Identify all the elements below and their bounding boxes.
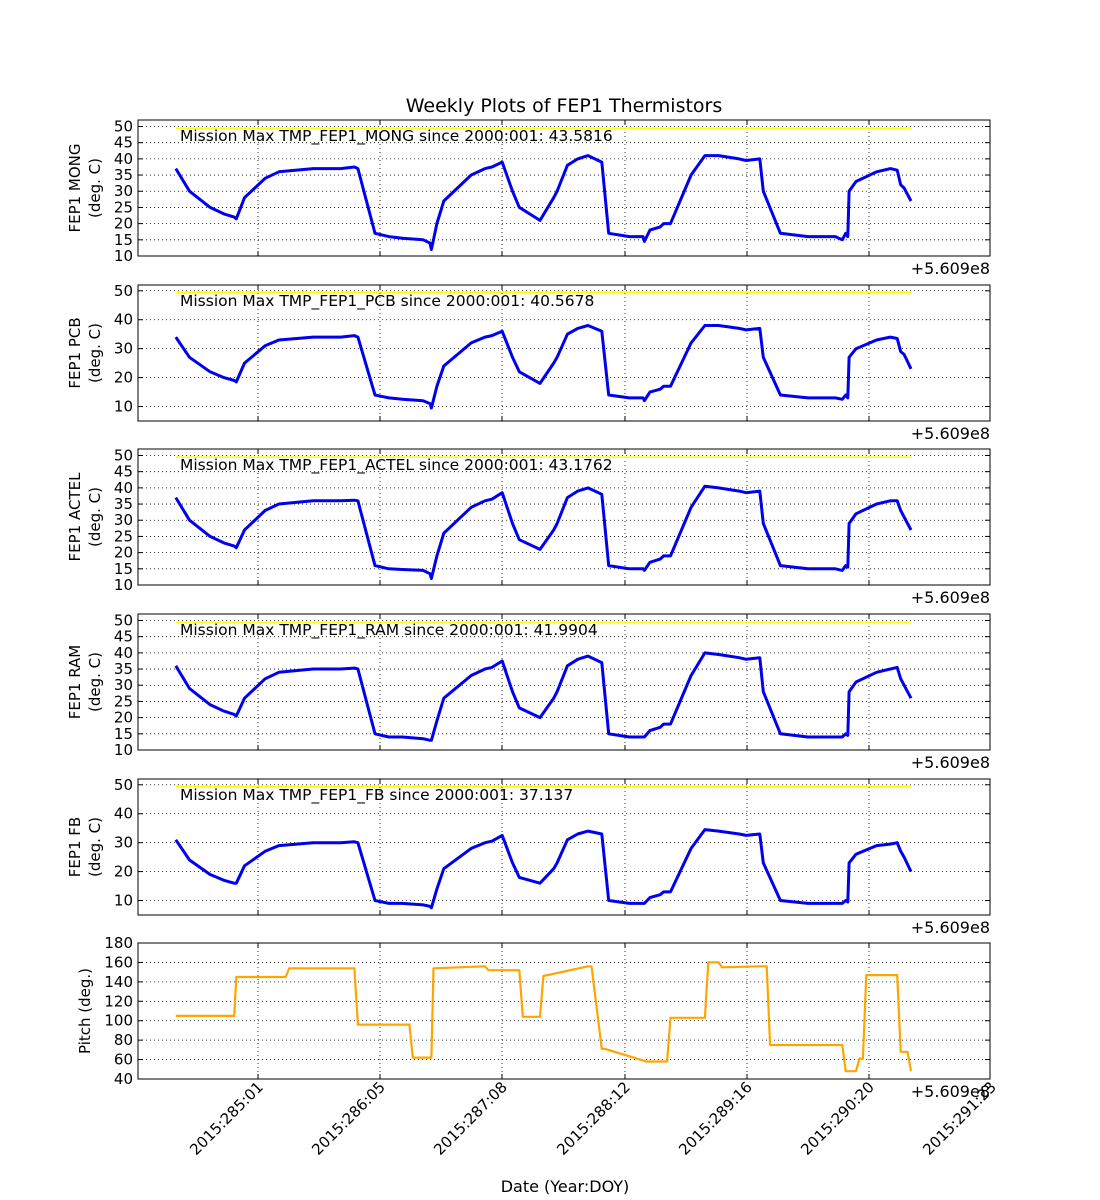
y-tick-label: 10 bbox=[114, 576, 133, 594]
y-tick-label: 140 bbox=[104, 973, 133, 991]
mission-max-annotation: Mission Max TMP_FEP1_FB since 2000:001: … bbox=[180, 786, 573, 805]
y-tick-label: 20 bbox=[114, 215, 133, 233]
y-tick-label: 45 bbox=[114, 134, 133, 152]
y-tick-label: 20 bbox=[114, 863, 133, 881]
y-tick-label: 40 bbox=[114, 644, 133, 662]
temperature-series-line bbox=[174, 828, 913, 910]
temperature-series-line bbox=[174, 484, 913, 580]
y-tick-label: 25 bbox=[114, 198, 133, 216]
axes-frame bbox=[137, 942, 991, 1080]
x-tick-label: 2015:289:16 bbox=[675, 1078, 756, 1159]
y-axis-label: (deg. C) bbox=[86, 323, 104, 383]
axes-frame bbox=[137, 778, 991, 916]
y-tick-label: 30 bbox=[114, 182, 133, 200]
y-tick-label: 45 bbox=[114, 628, 133, 646]
panel-2: 10 20 30 40 50 Mission Max TMP_FEP1_PCB since… bbox=[66, 282, 991, 443]
plot-area bbox=[138, 943, 990, 1079]
axes-frame bbox=[137, 448, 991, 586]
y-tick-label: 35 bbox=[114, 660, 133, 678]
x-offset-label: +5.609e8 bbox=[911, 753, 990, 772]
y-tick-label: 80 bbox=[114, 1031, 133, 1049]
mission-max-annotation: Mission Max TMP_FEP1_ACTEL since 2000:00… bbox=[180, 456, 613, 475]
y-tick-label: 40 bbox=[114, 805, 133, 823]
y-axis-label: (deg. C) bbox=[86, 817, 104, 877]
x-offset-label: +5.609e8 bbox=[911, 259, 990, 278]
mission-max-annotation: Mission Max TMP_FEP1_PCB since 2000:001:… bbox=[180, 292, 594, 311]
y-tick-label: 40 bbox=[114, 1070, 133, 1088]
y-tick-label: 40 bbox=[114, 479, 133, 497]
y-tick-label: 10 bbox=[114, 892, 133, 910]
y-tick-label: 100 bbox=[104, 1012, 133, 1030]
x-tick-label: 2015:285:01 bbox=[186, 1078, 267, 1159]
y-tick-label: 40 bbox=[114, 150, 133, 168]
y-axis-label: Pitch (deg.) bbox=[76, 968, 94, 1054]
y-tick-label: 10 bbox=[114, 247, 133, 265]
axes-frame bbox=[137, 284, 991, 422]
y-tick-label: 30 bbox=[114, 834, 133, 852]
x-offset-label: +5.609e8 bbox=[911, 918, 990, 937]
mission-max-annotation: Mission Max TMP_FEP1_MONG since 2000:001… bbox=[180, 127, 613, 146]
y-tick-label: 10 bbox=[114, 741, 133, 759]
y-tick-label: 30 bbox=[114, 340, 133, 358]
y-tick-label: 25 bbox=[114, 692, 133, 710]
mission-max-annotation: Mission Max TMP_FEP1_RAM since 2000:001:… bbox=[180, 621, 598, 640]
x-tick-label: 2015:290:20 bbox=[797, 1078, 878, 1159]
y-tick-label: 120 bbox=[104, 992, 133, 1010]
y-tick-label: 180 bbox=[104, 934, 133, 952]
x-axis-label: Date (Year:DOY) bbox=[501, 1177, 630, 1196]
y-tick-label: 60 bbox=[114, 1051, 133, 1069]
y-tick-label: 50 bbox=[114, 776, 133, 794]
x-offset-label: +5.609e8 bbox=[911, 424, 990, 443]
axes-frame bbox=[137, 613, 991, 751]
figure-title: Weekly Plots of FEP1 Thermistors bbox=[406, 95, 723, 117]
y-tick-label: 50 bbox=[114, 611, 133, 629]
y-tick-label: 20 bbox=[114, 544, 133, 562]
panel-5: 10 20 30 40 50 Mission Max TMP_FEP1_FB since … bbox=[66, 776, 991, 937]
x-offset-label: +5.609e8 bbox=[911, 588, 990, 607]
temperature-series-line bbox=[174, 651, 913, 742]
y-tick-label: 20 bbox=[114, 369, 133, 387]
y-tick-label: 15 bbox=[114, 725, 133, 743]
y-tick-label: 30 bbox=[114, 511, 133, 529]
y-axis-label: (deg. C) bbox=[86, 487, 104, 547]
y-tick-label: 25 bbox=[114, 527, 133, 545]
x-tick-label: 2015:286:05 bbox=[308, 1078, 389, 1159]
y-tick-label: 30 bbox=[114, 676, 133, 694]
y-tick-label: 50 bbox=[114, 446, 133, 464]
y-axis-label: FEP1 FB bbox=[66, 817, 84, 877]
y-tick-label: 20 bbox=[114, 709, 133, 727]
y-tick-label: 10 bbox=[114, 398, 133, 416]
y-tick-label: 35 bbox=[114, 495, 133, 513]
temperature-series-line bbox=[174, 324, 913, 410]
x-tick-labels: 2015:285:01 2015:286:05 2015:287:08 2015:28… bbox=[186, 1078, 1000, 1159]
y-axis-label: FEP1 PCB bbox=[66, 317, 84, 388]
y-axis-label: FEP1 RAM bbox=[66, 645, 84, 719]
pitch-series-line bbox=[175, 961, 913, 1073]
y-tick-label: 15 bbox=[114, 560, 133, 578]
x-tick-label: 2015:287:08 bbox=[430, 1078, 511, 1159]
y-axis-label: FEP1 ACTEL bbox=[66, 472, 84, 562]
y-tick-label: 35 bbox=[114, 166, 133, 184]
x-tick-label: 2015:288:12 bbox=[553, 1078, 634, 1159]
y-tick-label: 40 bbox=[114, 311, 133, 329]
temperature-series-line bbox=[174, 154, 913, 251]
y-axis-label: (deg. C) bbox=[86, 652, 104, 712]
y-tick-label: 50 bbox=[114, 282, 133, 300]
x-offset-label: +5.609e8 bbox=[911, 1082, 990, 1101]
y-tick-label: 15 bbox=[114, 231, 133, 249]
y-axis-label: FEP1 MONG bbox=[66, 143, 84, 232]
y-tick-label: 160 bbox=[104, 953, 133, 971]
y-tick-label: 50 bbox=[114, 117, 133, 135]
y-tick-label: 45 bbox=[114, 463, 133, 481]
axes-frame bbox=[137, 119, 991, 257]
y-axis-label: (deg. C) bbox=[86, 158, 104, 218]
